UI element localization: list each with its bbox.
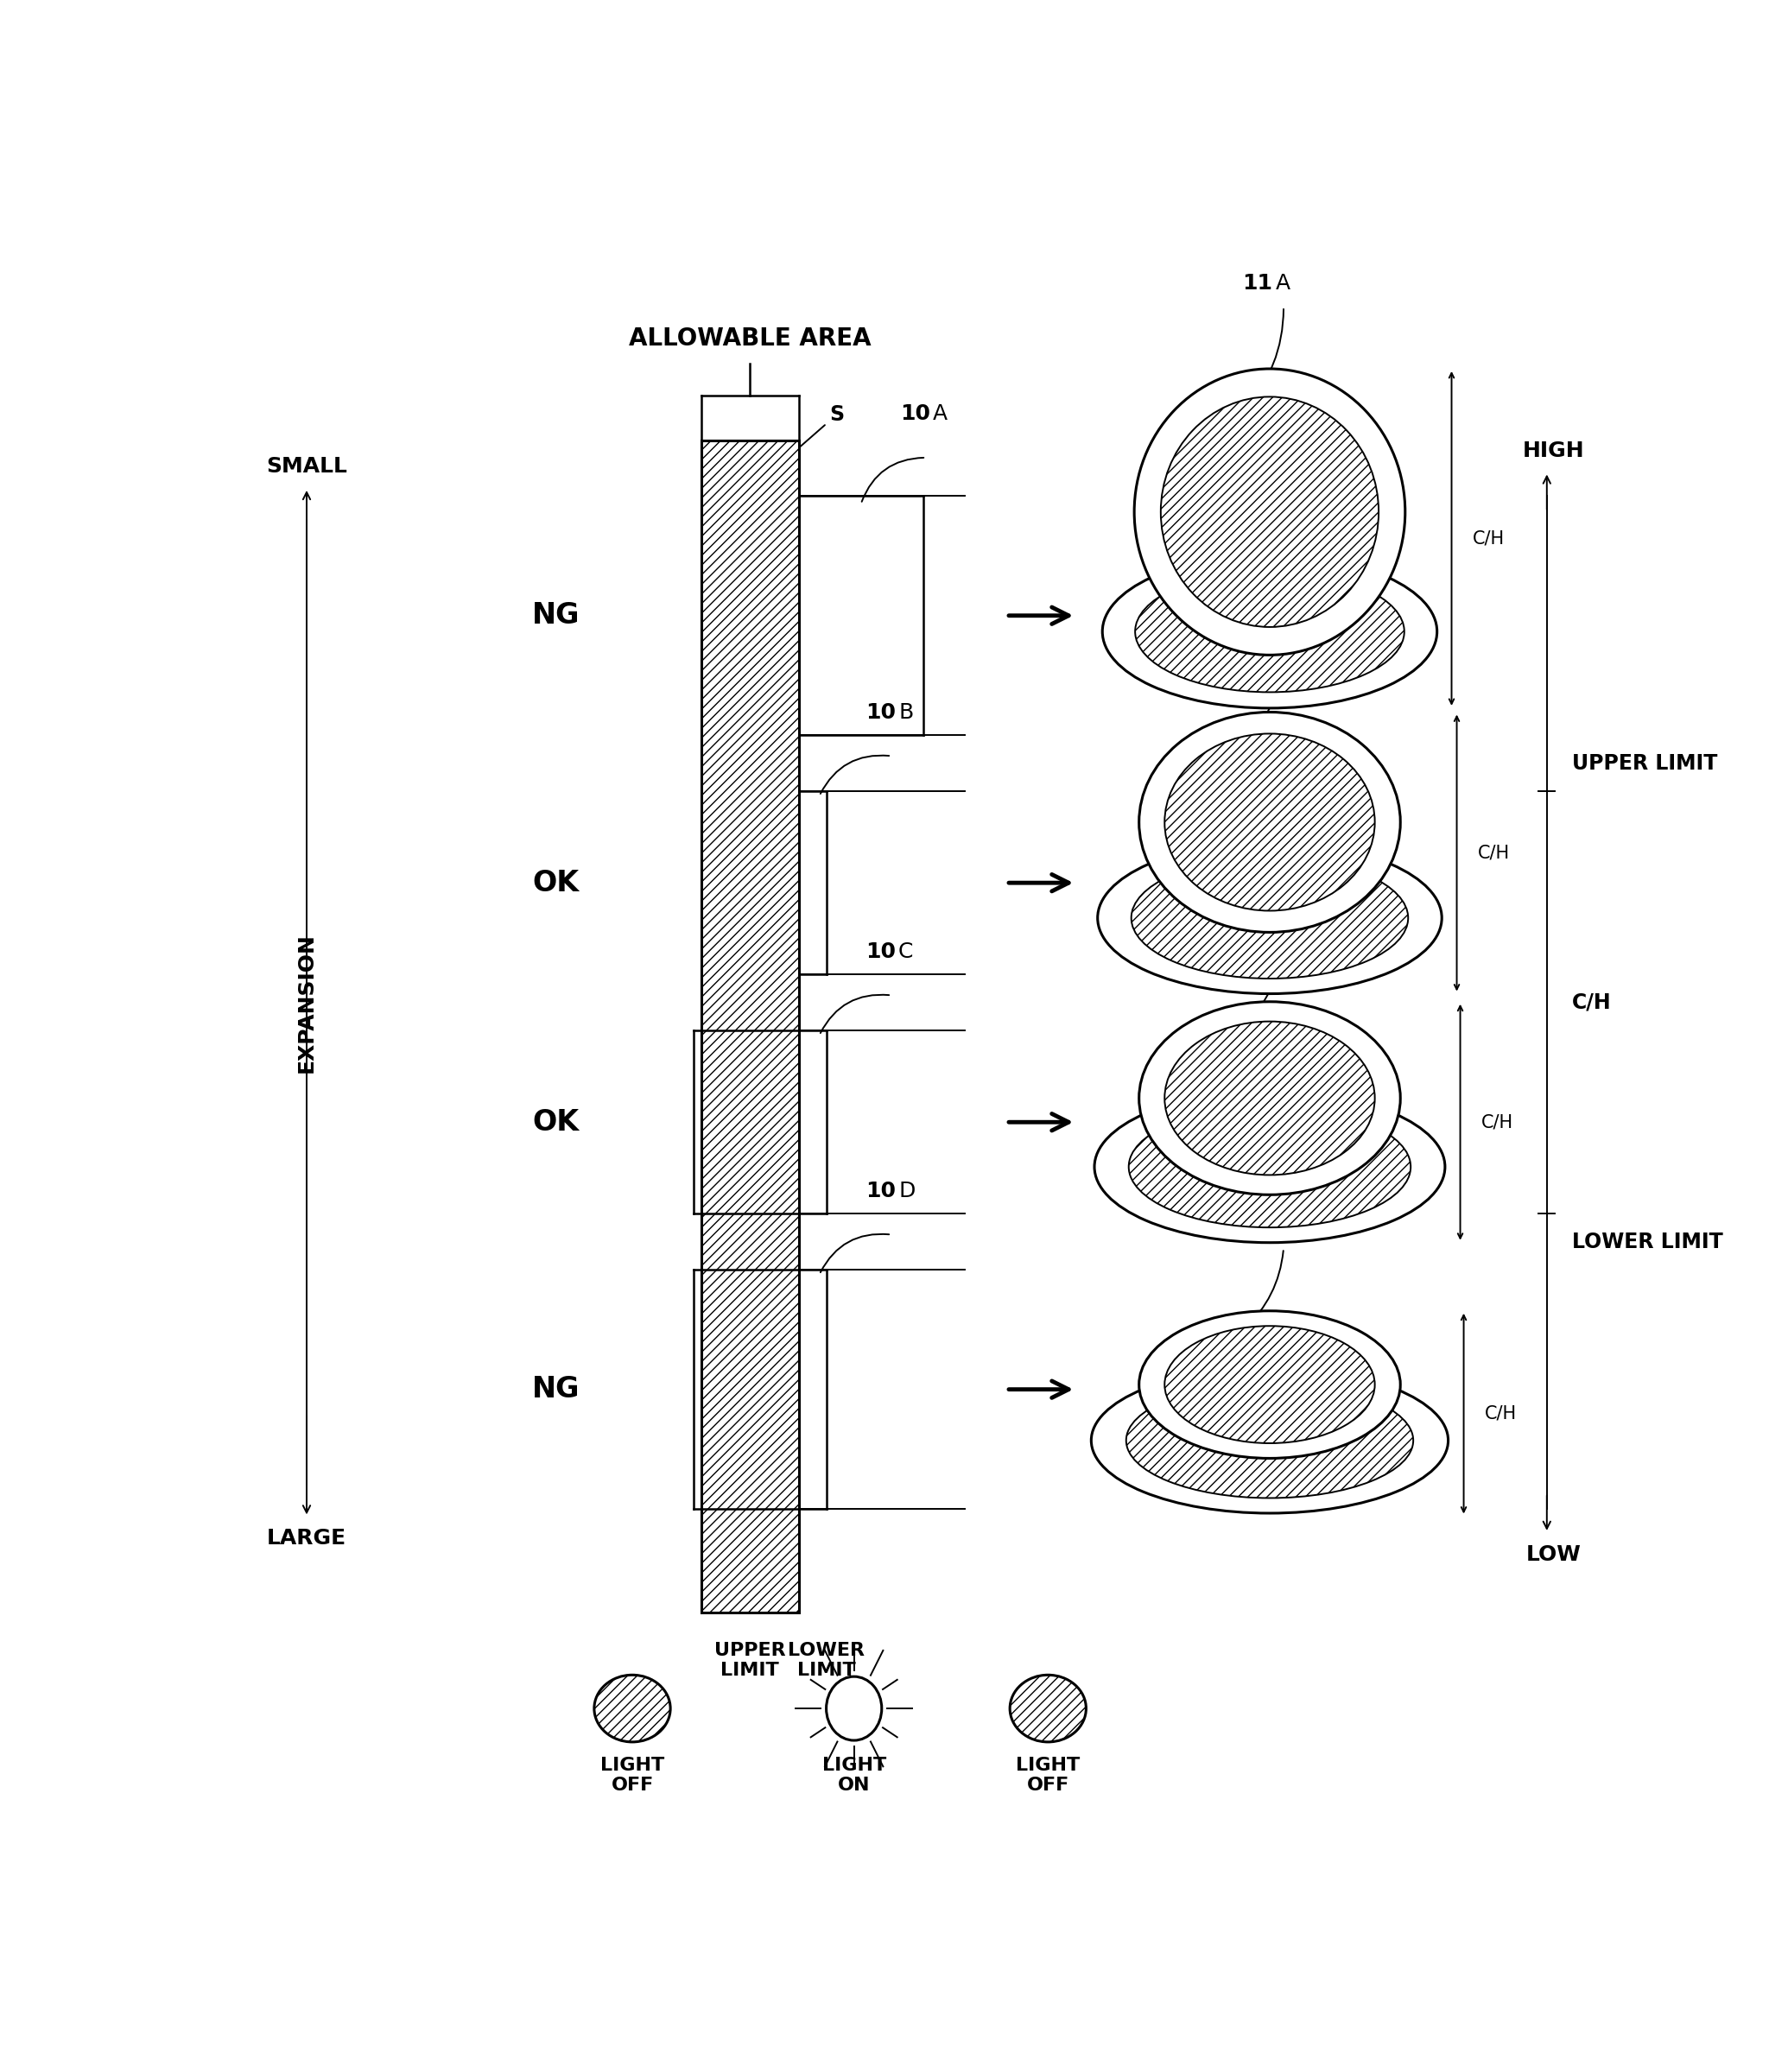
Ellipse shape <box>594 1674 670 1743</box>
Ellipse shape <box>1139 713 1400 932</box>
Ellipse shape <box>1164 1021 1375 1175</box>
Text: C/H: C/H <box>1572 992 1611 1013</box>
Text: D: D <box>1275 1214 1293 1235</box>
Text: LOWER
LIMIT: LOWER LIMIT <box>789 1641 865 1678</box>
Text: 10: 10 <box>865 702 896 723</box>
Ellipse shape <box>1132 858 1409 978</box>
Text: 11: 11 <box>1243 274 1273 294</box>
Ellipse shape <box>1135 572 1404 692</box>
Text: LIGHT
OFF: LIGHT OFF <box>601 1757 665 1794</box>
Text: 10: 10 <box>865 941 896 961</box>
Text: UPPER
LIMIT: UPPER LIMIT <box>715 1641 785 1678</box>
Ellipse shape <box>1098 841 1441 995</box>
Text: 10: 10 <box>865 1181 896 1202</box>
Text: EXPANSION: EXPANSION <box>297 932 316 1073</box>
Text: C/H: C/H <box>1484 1405 1516 1421</box>
Text: B: B <box>1275 617 1291 638</box>
Text: S: S <box>801 404 844 445</box>
Ellipse shape <box>1139 1001 1400 1196</box>
Ellipse shape <box>1126 1382 1413 1498</box>
Ellipse shape <box>1134 369 1405 655</box>
Ellipse shape <box>1164 1326 1375 1444</box>
Text: NG: NG <box>533 1376 579 1403</box>
Text: 11: 11 <box>1243 903 1273 924</box>
Ellipse shape <box>1103 555 1438 709</box>
Ellipse shape <box>1164 733 1375 912</box>
Text: C/H: C/H <box>1472 530 1504 547</box>
Text: 11: 11 <box>1243 1214 1273 1235</box>
Ellipse shape <box>1010 1674 1085 1743</box>
Text: C/H: C/H <box>1480 1113 1513 1131</box>
Ellipse shape <box>1094 1092 1445 1243</box>
Text: LOWER LIMIT: LOWER LIMIT <box>1572 1231 1722 1251</box>
Text: C: C <box>898 941 914 961</box>
Text: ALLOWABLE AREA: ALLOWABLE AREA <box>629 327 871 350</box>
Text: C: C <box>1275 903 1291 924</box>
Text: LOW: LOW <box>1527 1544 1581 1564</box>
Text: OK: OK <box>533 1109 579 1135</box>
Text: LARGE: LARGE <box>266 1529 347 1550</box>
Text: HIGH: HIGH <box>1523 439 1584 460</box>
Ellipse shape <box>1139 1312 1400 1459</box>
Text: LIGHT
OFF: LIGHT OFF <box>1016 1757 1080 1794</box>
Text: 11: 11 <box>1243 617 1273 638</box>
Text: A: A <box>933 404 948 425</box>
Text: LIGHT
ON: LIGHT ON <box>822 1757 887 1794</box>
Text: 10: 10 <box>899 404 930 425</box>
Text: D: D <box>898 1181 915 1202</box>
Text: OK: OK <box>533 868 579 897</box>
Text: NG: NG <box>533 601 579 630</box>
Text: B: B <box>898 702 914 723</box>
Text: A: A <box>1275 274 1289 294</box>
Text: C/H: C/H <box>1477 843 1509 862</box>
Ellipse shape <box>1160 396 1379 628</box>
Ellipse shape <box>1128 1106 1411 1227</box>
Ellipse shape <box>1091 1368 1448 1513</box>
Text: UPPER LIMIT: UPPER LIMIT <box>1572 752 1716 773</box>
Ellipse shape <box>826 1676 881 1740</box>
Bar <box>701 439 799 1612</box>
Text: SMALL: SMALL <box>266 456 347 477</box>
